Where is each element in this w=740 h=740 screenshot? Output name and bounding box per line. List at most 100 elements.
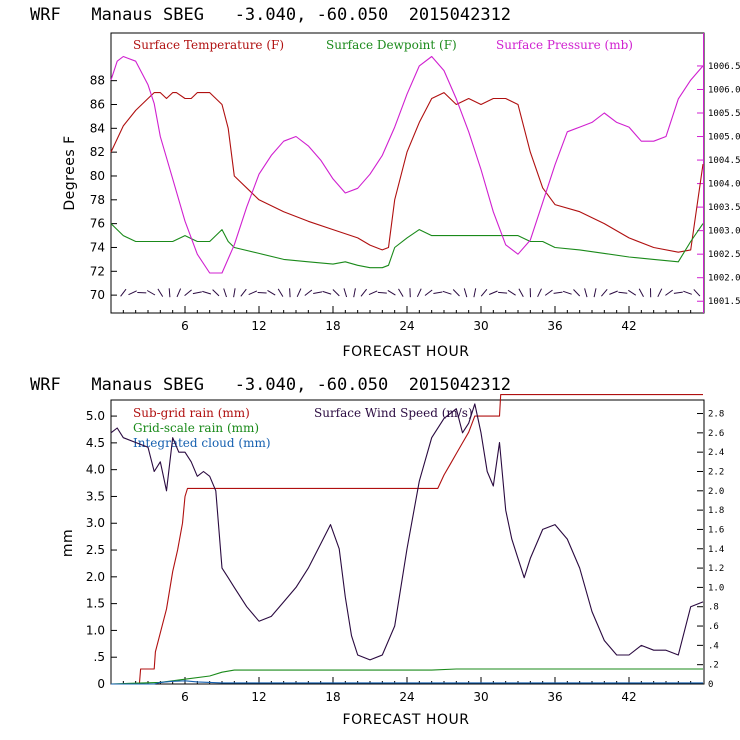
wind-barb [463, 288, 468, 298]
wind-barb [176, 288, 182, 298]
y-tick-label: 70 [90, 288, 105, 302]
legend-sub-grid-rain: Sub-grid rain (mm) [133, 406, 250, 420]
wind-barb [544, 289, 553, 296]
x-tick-label: 30 [473, 319, 488, 333]
wind-barb [157, 288, 164, 297]
legend-grid-scale-rain: Grid-scale rain (mm) [133, 421, 259, 435]
wind-barb [353, 288, 356, 298]
y-tick-label: 4.5 [86, 436, 105, 450]
y2-tick-label: 1006.0 [708, 85, 740, 95]
wind-barb [618, 291, 628, 294]
sub-grid-rain-line [111, 394, 703, 685]
wind-barb [480, 288, 488, 297]
y2-tick-label: 1.8 [708, 506, 724, 516]
wind-barb [424, 289, 433, 296]
y-axis-title: Degrees F [62, 135, 78, 210]
surface-dewpoint-line [110, 223, 704, 269]
x-tick-label: 12 [251, 690, 266, 704]
y-tick-label: 86 [90, 97, 105, 111]
wind-barb [683, 290, 692, 295]
wind-barb [257, 292, 267, 294]
y2-tick-label: 1005.5 [708, 109, 740, 119]
legend-integrated-cloud: Integrated cloud (mm) [133, 436, 271, 450]
y2-tick-label: 2.6 [708, 429, 724, 439]
x-tick-label: 18 [325, 690, 340, 704]
wind-barb [332, 289, 340, 297]
wind-barb [289, 288, 291, 298]
y2-tick-label: 1.4 [708, 545, 724, 555]
wind-barb [240, 288, 247, 297]
x-tick-label: 12 [251, 319, 266, 333]
y-tick-label: 5.0 [86, 409, 105, 423]
wind-barb [628, 289, 637, 296]
y-tick-label: 78 [90, 193, 105, 207]
wind-barb [192, 291, 202, 295]
x-axis-title: FORECAST HOUR [343, 712, 470, 728]
series-lines [110, 394, 704, 685]
integrated-cloud-line [111, 680, 703, 685]
x-tick-label: 30 [473, 690, 488, 704]
legend-surface-wind-speed: Surface Wind Speed (m/s) [314, 406, 473, 420]
y-tick-label: 3.5 [86, 489, 105, 503]
y2-tick-label: 1002.0 [708, 274, 740, 284]
y2-tick-label: 0 [708, 680, 713, 690]
y-tick-label: .5 [94, 650, 105, 664]
legend-surface-pressure: Surface Pressure (mb) [496, 38, 633, 52]
y-tick-label: 1.0 [86, 623, 105, 637]
y2-tick-label: 1001.5 [708, 297, 740, 307]
wind-barb [387, 289, 396, 296]
y2-tick-label: 1006.5 [708, 62, 740, 72]
wind-barb [693, 289, 701, 297]
axis-ticks: 6 12 18 24 30 36 42 0 .5 1.0 1.5 2.0 2.5 3.0 3.5 4.0 4.5… [86, 409, 724, 704]
wind-barb [377, 291, 387, 294]
wind-barb [313, 291, 323, 294]
wind-barb [657, 288, 663, 298]
y-tick-label: 84 [90, 121, 105, 135]
surface-temperature-line [110, 92, 704, 253]
y-tick-label: 80 [90, 169, 105, 183]
wind-barb [368, 290, 378, 296]
x-tick-label: 24 [399, 690, 414, 704]
wind-barb [304, 289, 313, 296]
pressure-axis-spine [703, 33, 704, 313]
y2-tick-label: 1004.0 [708, 180, 740, 190]
y2-tick-label: 2.4 [708, 448, 724, 458]
wind-barb [638, 288, 644, 297]
wind-barb [562, 290, 572, 295]
wind-barb [593, 288, 597, 298]
wind-barb [296, 288, 302, 298]
y2-tick-label: 1002.5 [708, 250, 740, 260]
temperature-pressure-chart: WRF Manaus SBEG -3.040, -60.050 20150423… [30, 5, 740, 360]
x-tick-label: 6 [181, 690, 189, 704]
wind-barb [507, 289, 516, 296]
wind-barb [518, 288, 524, 297]
wind-barbs [120, 288, 701, 298]
wind-barb [202, 290, 212, 295]
wind-barb [452, 289, 460, 297]
y-axis-title: mm [60, 529, 76, 557]
y-tick-label: 82 [90, 145, 105, 159]
y2-tick-label: 2.0 [708, 487, 724, 497]
y2-tick-label: 1003.5 [708, 203, 740, 213]
grid-scale-rain-line [110, 668, 703, 685]
y-tick-label: 72 [90, 264, 105, 278]
legend-surface-dewpoint: Surface Dewpoint (F) [326, 38, 457, 52]
wind-barb [267, 289, 276, 296]
y-tick-label: 76 [90, 217, 105, 231]
wind-barb [322, 290, 332, 295]
wind-barb [609, 290, 618, 295]
y2-tick-label: 2.8 [708, 410, 724, 420]
wind-barb [416, 288, 422, 298]
axis-ticks: 6 12 18 24 30 36 42 70 72 74 76 78 80 82 84 86 88 1001.5 1… [90, 62, 740, 333]
y-tick-label: 2.5 [86, 543, 105, 557]
wind-barb [433, 291, 443, 294]
wind-barb [360, 288, 367, 297]
chart-title: WRF Manaus SBEG -3.040, -60.050 20150423… [30, 5, 511, 25]
wind-barb [398, 288, 404, 297]
y2-tick-label: 2.2 [708, 467, 724, 477]
y-tick-label: 4.0 [86, 463, 105, 477]
wind-barb [343, 288, 348, 298]
wind-barb [212, 289, 220, 297]
x-tick-label: 18 [325, 319, 340, 333]
